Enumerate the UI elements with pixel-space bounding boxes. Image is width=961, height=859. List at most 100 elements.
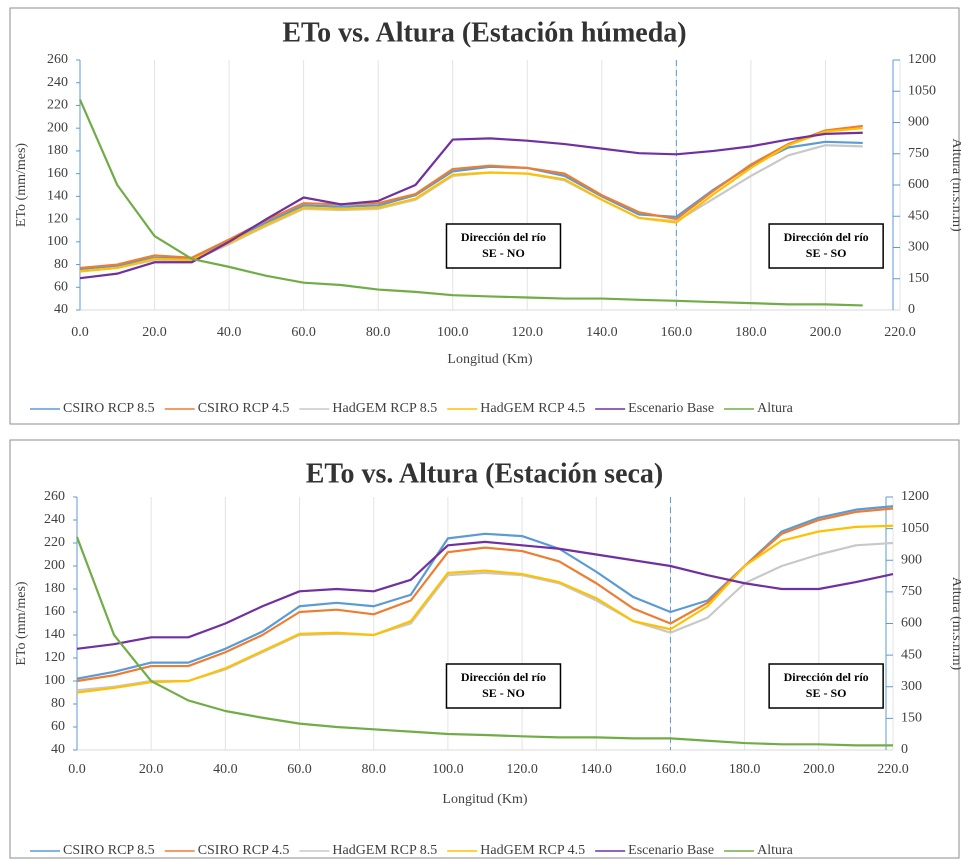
x-axis-title: Longitud (Km) (447, 352, 532, 367)
y2-tick-label: 0 (908, 302, 915, 317)
annotation-box (768, 663, 884, 709)
legend-label: HadGEM RCP 4.5 (480, 843, 585, 858)
y-tick-label: 140 (44, 627, 65, 642)
annotation: Dirección del río SE - SO (768, 663, 884, 709)
y-tick-label: 220 (44, 535, 65, 550)
y2-tick-label: 750 (908, 146, 929, 161)
y-tick-label: 80 (51, 696, 65, 711)
y2-axis-title: Altura (m.s.n.m) (949, 138, 961, 232)
x-tick-label: 220.0 (877, 762, 909, 777)
x-tick-label: 100.0 (432, 762, 464, 777)
legend-label: Escenario Base (628, 401, 714, 416)
annotation-text: SE - SO (806, 686, 847, 700)
legend-label: CSIRO RCP 8.5 (63, 843, 155, 858)
y-tick-label: 220 (47, 98, 68, 113)
x-tick-label: 140.0 (586, 325, 618, 340)
legend-label: Escenario Base (628, 843, 714, 858)
y2-tick-label: 1050 (901, 521, 929, 536)
y2-tick-label: 1200 (908, 52, 936, 67)
y-tick-label: 260 (44, 489, 65, 504)
y2-tick-label: 750 (901, 584, 922, 599)
y2-tick-label: 300 (908, 240, 929, 255)
y-tick-label: 180 (44, 581, 65, 596)
x-tick-label: 120.0 (506, 762, 538, 777)
series-line (76, 505, 894, 680)
x-tick-label: 20.0 (142, 325, 167, 340)
y2-tick-label: 300 (901, 679, 922, 694)
y-axis-title: ETo (mm/mes) (14, 143, 29, 228)
y-tick-label: 160 (47, 166, 68, 181)
chart-title: ETo vs. Altura (Estación seca) (306, 458, 664, 489)
x-axis-title: Longitud (Km) (442, 792, 527, 807)
series-line (76, 507, 894, 683)
annotation-text: Dirección del río (784, 230, 869, 244)
annotation-text: Dirección del río (461, 670, 546, 684)
y2-tick-label: 600 (901, 616, 922, 631)
x-tick-label: 0.0 (71, 325, 89, 340)
y2-tick-label: 150 (908, 271, 929, 286)
x-tick-label: 80.0 (366, 325, 391, 340)
annotation-box (445, 223, 562, 269)
annotation: Dirección del río SE - NO (445, 223, 562, 269)
x-tick-label: 40.0 (213, 762, 238, 777)
legend-label: Altura (757, 401, 794, 416)
annotation-text: Dirección del río (784, 670, 869, 684)
annotation: Dirección del río SE - NO (445, 663, 562, 709)
y2-tick-label: 900 (908, 115, 929, 130)
y2-tick-label: 450 (908, 208, 929, 223)
y-tick-label: 60 (51, 719, 65, 734)
x-tick-label: 20.0 (139, 762, 164, 777)
x-tick-label: 220.0 (884, 325, 916, 340)
legend-label: CSIRO RCP 4.5 (198, 843, 290, 858)
series-line (76, 540, 894, 650)
legend-label: HadGEM RCP 8.5 (332, 401, 437, 416)
y-axis-title: ETo (mm/mes) (14, 581, 29, 666)
x-tick-label: 200.0 (803, 762, 835, 777)
x-tick-label: 60.0 (287, 762, 312, 777)
y-tick-label: 40 (54, 302, 68, 317)
legend-label: Altura (757, 843, 794, 858)
x-tick-label: 160.0 (655, 762, 687, 777)
y-tick-label: 120 (47, 211, 68, 226)
y-tick-label: 160 (44, 604, 65, 619)
annotation-text: SE - NO (482, 686, 525, 700)
y-tick-label: 200 (47, 120, 68, 135)
y2-tick-label: 150 (901, 711, 922, 726)
annotation-text: Dirección del río (461, 230, 546, 244)
x-tick-label: 140.0 (581, 762, 613, 777)
annotation-box (445, 663, 562, 709)
y-tick-label: 60 (54, 279, 68, 294)
y-tick-label: 180 (47, 143, 68, 158)
x-tick-label: 100.0 (437, 325, 469, 340)
y-tick-label: 200 (44, 558, 65, 573)
x-tick-label: 0.0 (68, 762, 86, 777)
y-tick-label: 80 (54, 257, 68, 272)
x-tick-label: 160.0 (661, 325, 693, 340)
series-line (79, 124, 863, 270)
x-tick-label: 180.0 (735, 325, 767, 340)
chart-frame (9, 439, 960, 859)
x-tick-label: 80.0 (361, 762, 386, 777)
x-tick-label: 40.0 (217, 325, 242, 340)
y2-tick-label: 600 (908, 177, 929, 192)
x-tick-label: 200.0 (810, 325, 842, 340)
annotation-box (768, 223, 884, 269)
annotation: Dirección del río SE - SO (768, 223, 884, 269)
y-tick-label: 100 (47, 234, 68, 249)
y-tick-label: 140 (47, 189, 68, 204)
chart-title: ETo vs. Altura (Estación húmeda) (282, 17, 686, 48)
x-tick-label: 60.0 (291, 325, 316, 340)
y2-tick-label: 1200 (901, 489, 929, 504)
chart-frame (9, 7, 960, 425)
y2-tick-label: 900 (901, 552, 922, 567)
series-line (76, 524, 894, 694)
y-tick-label: 260 (47, 52, 68, 67)
y-tick-label: 40 (51, 742, 65, 757)
x-tick-label: 120.0 (512, 325, 544, 340)
y-tick-label: 240 (44, 512, 65, 527)
legend-label: HadGEM RCP 4.5 (480, 401, 585, 416)
y2-tick-label: 1050 (908, 83, 936, 98)
y-tick-label: 120 (44, 650, 65, 665)
legend-label: CSIRO RCP 8.5 (63, 401, 155, 416)
